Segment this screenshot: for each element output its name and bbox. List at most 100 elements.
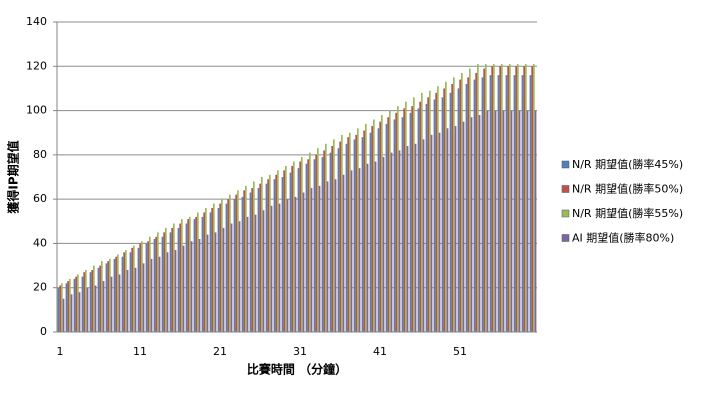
bar — [523, 66, 525, 333]
bar — [425, 103, 428, 332]
bar — [150, 258, 153, 332]
bar — [437, 86, 439, 332]
bar — [251, 188, 253, 332]
bar — [363, 130, 365, 332]
bar — [85, 270, 87, 332]
bar — [187, 219, 189, 332]
bar — [325, 143, 327, 332]
bar — [241, 196, 244, 332]
bar — [67, 281, 69, 332]
bar — [445, 81, 447, 333]
bar — [534, 110, 537, 332]
bar — [441, 97, 444, 333]
bar — [97, 267, 100, 332]
bar — [315, 154, 317, 332]
bar — [257, 188, 260, 332]
bar — [291, 165, 293, 332]
bar — [313, 159, 316, 332]
x-tick-label: 31 — [293, 345, 307, 358]
bar — [169, 232, 172, 332]
bar — [333, 139, 335, 332]
bar — [501, 64, 503, 333]
bar — [73, 278, 76, 332]
bar — [243, 190, 245, 332]
bar — [491, 66, 493, 333]
bar — [483, 68, 485, 332]
y-tick-label: 40 — [33, 236, 47, 249]
x-tick-label: 51 — [453, 345, 467, 358]
bar — [174, 250, 177, 332]
bar — [61, 283, 63, 332]
legend-swatch — [561, 160, 570, 169]
bar — [238, 221, 241, 332]
bar — [387, 117, 389, 332]
bar — [429, 90, 431, 333]
bar — [525, 64, 527, 333]
bar — [509, 64, 511, 333]
bar — [502, 110, 505, 332]
bar — [427, 97, 429, 333]
y-tick-label: 140 — [26, 15, 47, 28]
bar — [265, 183, 268, 332]
bar — [285, 165, 287, 332]
bar — [259, 183, 261, 332]
bar — [377, 128, 380, 332]
bar — [141, 241, 143, 332]
bar — [517, 64, 519, 333]
bar — [155, 236, 157, 332]
legend-label: N/R 期望值(勝率45%) — [572, 157, 683, 171]
bar — [161, 236, 164, 332]
bar — [137, 247, 140, 332]
bar — [462, 121, 465, 333]
bar — [489, 75, 492, 333]
bar — [203, 212, 205, 332]
bar — [305, 163, 308, 332]
bar — [214, 232, 217, 332]
legend-swatch — [561, 185, 570, 193]
bar — [113, 258, 116, 332]
bar — [134, 267, 137, 332]
bar — [65, 283, 68, 332]
bar — [381, 115, 383, 332]
bar — [451, 84, 453, 332]
bar — [379, 121, 381, 333]
bar — [219, 203, 221, 332]
bar — [222, 227, 225, 332]
x-tick-label: 41 — [373, 345, 387, 358]
bar — [198, 239, 201, 332]
bar — [269, 174, 271, 332]
bar — [529, 75, 532, 333]
bar — [283, 170, 285, 332]
bar — [461, 72, 463, 332]
bar — [70, 294, 73, 332]
bar — [469, 68, 471, 332]
bar — [521, 75, 524, 333]
bar — [349, 132, 351, 332]
bar — [481, 77, 484, 332]
bar — [422, 139, 425, 332]
bar — [309, 152, 311, 332]
bar — [374, 161, 377, 332]
bar — [438, 132, 441, 332]
bar — [118, 274, 121, 332]
bar — [93, 265, 95, 332]
bar — [83, 272, 85, 332]
bar — [123, 252, 125, 332]
bar — [421, 92, 423, 332]
bar — [277, 170, 279, 332]
bar — [190, 241, 193, 332]
bar — [177, 227, 180, 332]
bar — [217, 208, 220, 332]
bar — [125, 250, 127, 332]
bar — [99, 265, 101, 332]
bar — [145, 243, 148, 332]
bar — [395, 112, 397, 333]
bar — [78, 292, 81, 332]
bar — [69, 278, 71, 332]
bar — [270, 205, 273, 332]
bar — [221, 199, 223, 332]
bar — [459, 79, 461, 332]
bar — [147, 241, 149, 332]
bar — [209, 212, 212, 332]
